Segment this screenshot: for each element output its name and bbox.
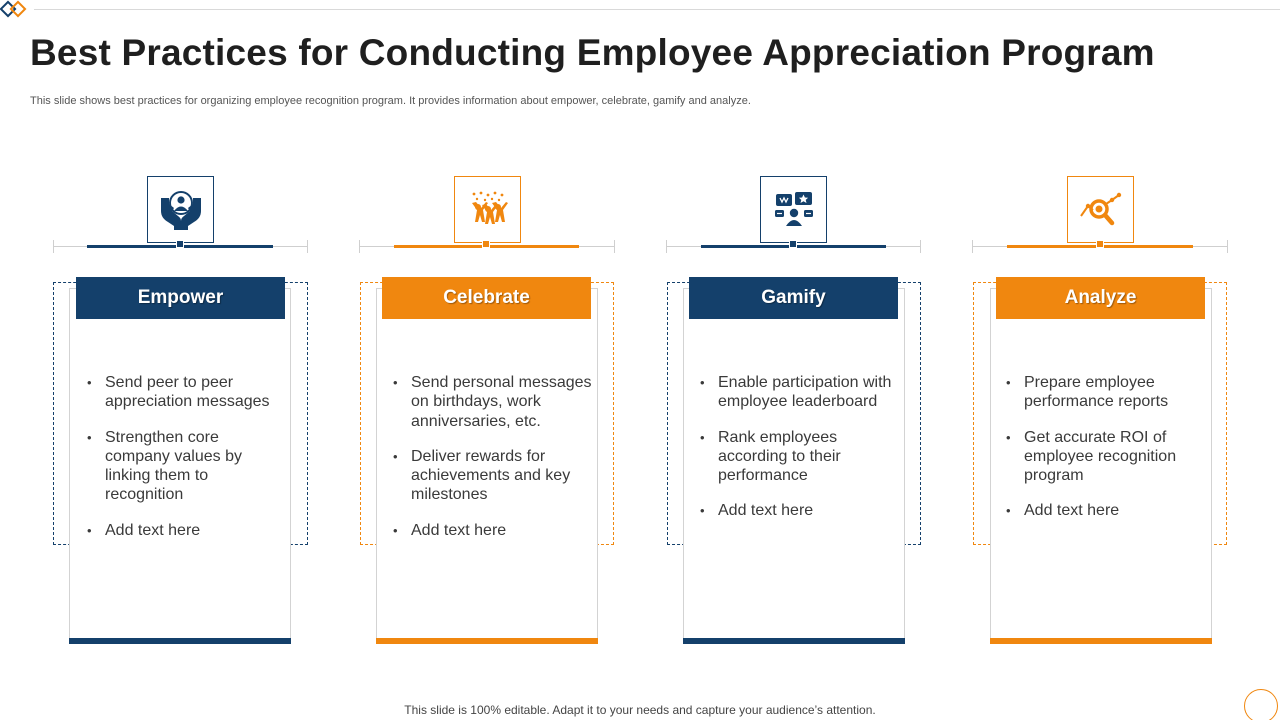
bullet-item: Strengthen core company values by linkin… (87, 428, 287, 505)
hands-holding-person-icon (160, 190, 201, 230)
bullet-item: Deliver rewards for achievements and key… (393, 447, 593, 505)
analytics-magnifier-icon (1079, 192, 1121, 225)
bullet-item: Rank employees according to their perfor… (700, 428, 900, 486)
connector-tick (359, 240, 360, 253)
leaderboard-chat-icon (774, 191, 813, 226)
connector-tick (920, 240, 921, 253)
bullet-item: Send peer to peer appreciation messages (87, 373, 287, 412)
connector-node (789, 240, 797, 248)
connector-tick (53, 240, 54, 253)
icon-frame (1067, 176, 1134, 243)
column-header: Analyze (996, 277, 1205, 319)
bullet-list: Send peer to peer appreciation messages … (87, 373, 287, 556)
connector-tick (666, 240, 667, 253)
column-header: Celebrate (382, 277, 591, 319)
bullet-list: Enable participation with employee leade… (700, 373, 900, 537)
bullet-list: Send personal messages on birthdays, wor… (393, 373, 593, 556)
connector-tick (972, 240, 973, 253)
connector-node (482, 240, 490, 248)
bullet-item: Add text here (700, 501, 900, 521)
card-bottom-bar (990, 638, 1212, 644)
bullet-item: Enable participation with employee leade… (700, 373, 900, 412)
bullet-list: Prepare employee performance reports Get… (1006, 373, 1206, 537)
connector-tick (1227, 240, 1228, 253)
icon-frame (454, 176, 521, 243)
slide-subtitle: This slide shows best practices for orga… (30, 95, 751, 107)
connector-node (1096, 240, 1104, 248)
celebrating-people-icon (471, 191, 508, 224)
bullet-item: Get accurate ROI of employee recognition… (1006, 428, 1206, 486)
top-divider-line (34, 9, 1280, 10)
card-bottom-bar (376, 638, 598, 644)
icon-frame (147, 176, 214, 243)
card-bottom-bar (69, 638, 291, 644)
icon-frame (760, 176, 827, 243)
column-header: Empower (76, 277, 285, 319)
bullet-item: Send personal messages on birthdays, wor… (393, 373, 593, 431)
bullet-item: Add text here (87, 521, 287, 541)
card-bottom-bar (683, 638, 905, 644)
connector-tick (307, 240, 308, 253)
connector-tick (614, 240, 615, 253)
brand-logo-icon (0, 0, 27, 18)
column-header: Gamify (689, 277, 898, 319)
connector-node (176, 240, 184, 248)
slide-title: Best Practices for Conducting Employee A… (30, 32, 1155, 73)
corner-circle-decoration (1244, 689, 1278, 720)
bullet-item: Prepare employee performance reports (1006, 373, 1206, 412)
bullet-item: Add text here (1006, 501, 1206, 521)
bullet-item: Add text here (393, 521, 593, 541)
slide-footer: This slide is 100% editable. Adapt it to… (404, 703, 876, 717)
